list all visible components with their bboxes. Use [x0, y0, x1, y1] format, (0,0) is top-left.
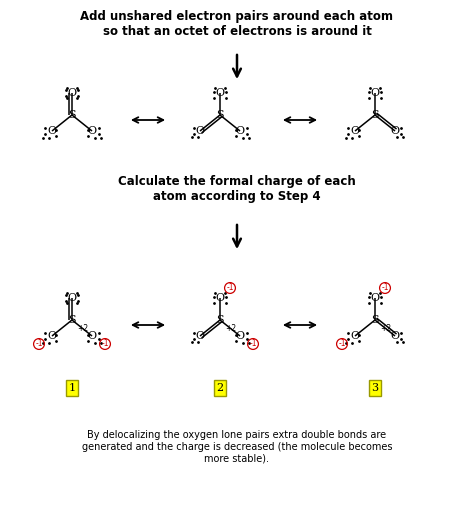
- Text: -1: -1: [381, 283, 389, 293]
- Text: S: S: [216, 110, 224, 120]
- Text: O: O: [47, 126, 56, 136]
- Text: O: O: [391, 126, 400, 136]
- Text: O: O: [216, 293, 225, 303]
- Text: O: O: [236, 331, 245, 341]
- Text: -1: -1: [249, 340, 257, 348]
- Text: S: S: [68, 315, 76, 325]
- Text: +2: +2: [225, 324, 236, 333]
- Text: S: S: [68, 110, 76, 120]
- Text: O: O: [87, 331, 97, 341]
- Text: S: S: [371, 315, 379, 325]
- Text: O: O: [67, 88, 77, 98]
- Text: S: S: [216, 315, 224, 325]
- Text: -1: -1: [101, 340, 109, 348]
- Text: 1: 1: [68, 383, 75, 393]
- Text: O: O: [87, 126, 97, 136]
- Text: O: O: [47, 331, 56, 341]
- Text: O: O: [350, 126, 360, 136]
- Text: By delocalizing the oxygen lone pairs extra double bonds are
generated and the c: By delocalizing the oxygen lone pairs ex…: [82, 430, 392, 463]
- Text: -1: -1: [338, 340, 346, 348]
- Text: O: O: [371, 88, 380, 98]
- Text: +2: +2: [380, 324, 391, 333]
- Text: O: O: [391, 331, 400, 341]
- Text: -1: -1: [35, 340, 43, 348]
- Text: Add unshared electron pairs around each atom
so that an octet of electrons is ar: Add unshared electron pairs around each …: [81, 10, 393, 38]
- Text: +2: +2: [77, 324, 88, 333]
- Text: Calculate the formal charge of each
atom according to Step 4: Calculate the formal charge of each atom…: [118, 175, 356, 203]
- Text: O: O: [195, 126, 205, 136]
- Text: O: O: [236, 126, 245, 136]
- Text: -1: -1: [226, 283, 234, 293]
- Text: O: O: [67, 293, 77, 303]
- Text: 3: 3: [372, 383, 379, 393]
- Text: O: O: [195, 331, 205, 341]
- Text: O: O: [371, 293, 380, 303]
- Text: 2: 2: [217, 383, 224, 393]
- Text: O: O: [350, 331, 360, 341]
- Text: S: S: [371, 110, 379, 120]
- Text: O: O: [216, 88, 225, 98]
